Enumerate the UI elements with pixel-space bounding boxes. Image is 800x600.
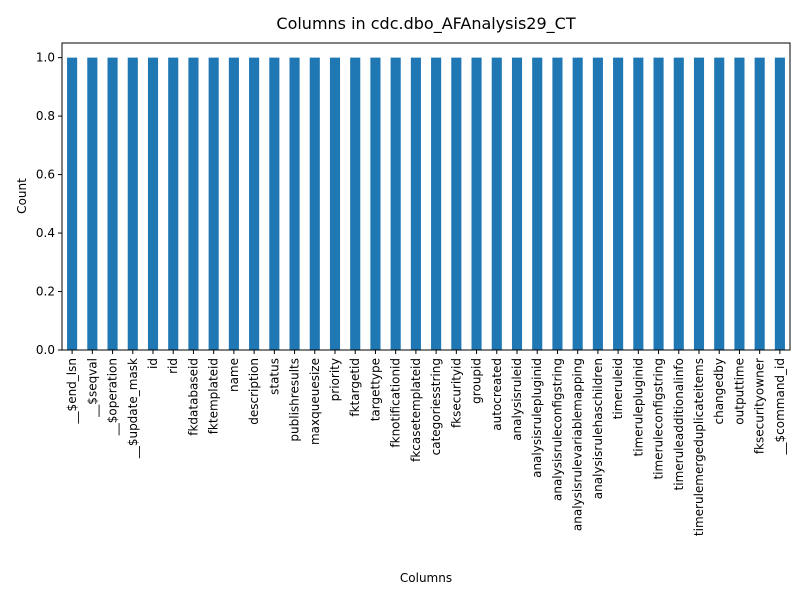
- x-tick-label: description: [247, 358, 261, 425]
- x-tick-label: priority: [328, 358, 342, 401]
- y-tick-label: 0.8: [36, 109, 55, 123]
- bar: [67, 57, 78, 350]
- bar: [613, 57, 624, 350]
- x-tick-label: status: [267, 358, 281, 395]
- x-axis: __$end_lsn __$seqval __$operation __$update…: [65, 350, 787, 536]
- x-tick-label: __$update_mask: [126, 358, 140, 459]
- x-tick-label: rid: [166, 358, 180, 374]
- bar: [309, 57, 320, 350]
- bar: [471, 57, 482, 350]
- x-tick-label: timerulepluginid: [631, 358, 645, 456]
- bars-group: [67, 57, 785, 350]
- y-axis: 0.0 0.2 0.4 0.6 0.8 1.0: [36, 51, 62, 357]
- bar: [774, 57, 785, 350]
- x-tick-label: __$operation: [106, 358, 120, 436]
- x-tick-label: fktargetid: [348, 358, 362, 417]
- x-tick-label: analysisrulepluginid: [530, 358, 544, 478]
- bar: [431, 57, 442, 350]
- x-tick-label: targettype: [368, 358, 382, 421]
- bar: [693, 57, 705, 350]
- bar: [410, 57, 421, 350]
- chart-title: Columns in cdc.dbo_AFAnalysis29_CT: [276, 14, 575, 34]
- x-tick-label: analysisruleid: [510, 358, 524, 441]
- bar: [572, 57, 583, 350]
- y-tick-label: 1.0: [36, 51, 55, 65]
- bar: [329, 57, 341, 350]
- bar: [107, 57, 118, 350]
- x-tick-label: __$end_lsn: [65, 358, 79, 424]
- y-tick-label: 0.2: [36, 285, 55, 299]
- bar: [147, 57, 159, 350]
- y-tick-label: 0.0: [36, 343, 55, 357]
- x-tick-label: categoriesstring: [429, 358, 443, 455]
- bar: [532, 57, 543, 350]
- x-tick-label: fksecurityowner: [753, 358, 767, 454]
- x-tick-label: __$command_id: [773, 358, 787, 455]
- x-tick-label: fksecurityid: [449, 358, 463, 428]
- x-tick-label: autocreated: [490, 358, 504, 431]
- bar: [188, 57, 199, 350]
- bar: [451, 57, 462, 350]
- bar: [734, 57, 745, 350]
- x-tick-label: maxqueuesize: [308, 358, 322, 445]
- bar: [87, 57, 98, 350]
- bar: [350, 57, 361, 350]
- x-tick-label: outputtime: [732, 358, 746, 425]
- bar: [269, 57, 280, 350]
- bar: [653, 57, 664, 350]
- x-tick-label: __$seqval: [85, 358, 99, 418]
- bar: [168, 57, 179, 350]
- bar: [289, 57, 300, 350]
- bar: [552, 57, 563, 350]
- x-tick-label: timeruleadditionalinfo: [672, 358, 686, 490]
- y-tick-label: 0.6: [36, 168, 55, 182]
- bar: [714, 57, 725, 350]
- x-tick-label: publishresults: [288, 358, 302, 442]
- bar: [370, 57, 381, 350]
- x-tick-label: fktemplateid: [207, 358, 221, 434]
- bar: [249, 57, 260, 350]
- x-tick-label: analysisrulevariablemapping: [571, 358, 585, 531]
- bar: [390, 57, 401, 350]
- bar: [673, 57, 684, 350]
- y-axis-label: Count: [15, 178, 29, 214]
- bar: [491, 57, 502, 350]
- bar: [228, 57, 239, 350]
- y-tick-label: 0.4: [36, 226, 55, 240]
- x-tick-label: timeruleconfigstring: [652, 358, 666, 480]
- bar: [754, 57, 765, 350]
- x-tick-label: analysisruleconfigstring: [550, 358, 564, 501]
- x-tick-label: analysisrulehaschildren: [591, 358, 605, 499]
- bar: [633, 57, 644, 350]
- x-tick-label: fknotificationid: [389, 358, 403, 448]
- bar: [127, 57, 138, 350]
- x-tick-label: groupid: [470, 358, 484, 404]
- x-tick-label: timeruleid: [611, 358, 625, 419]
- bar: [511, 57, 523, 350]
- x-tick-label: timerulemergeduplicateitems: [692, 358, 706, 536]
- bar: [208, 57, 219, 350]
- x-tick-label: id: [146, 358, 160, 369]
- x-axis-label: Columns: [400, 571, 452, 585]
- plot-frame: [61, 42, 791, 351]
- x-tick-label: fkcasetemplateid: [409, 358, 423, 462]
- x-tick-label: fkdatabaseid: [186, 358, 200, 436]
- x-tick-label: name: [227, 358, 241, 392]
- bar: [592, 57, 603, 350]
- x-tick-label: changedby: [712, 358, 726, 425]
